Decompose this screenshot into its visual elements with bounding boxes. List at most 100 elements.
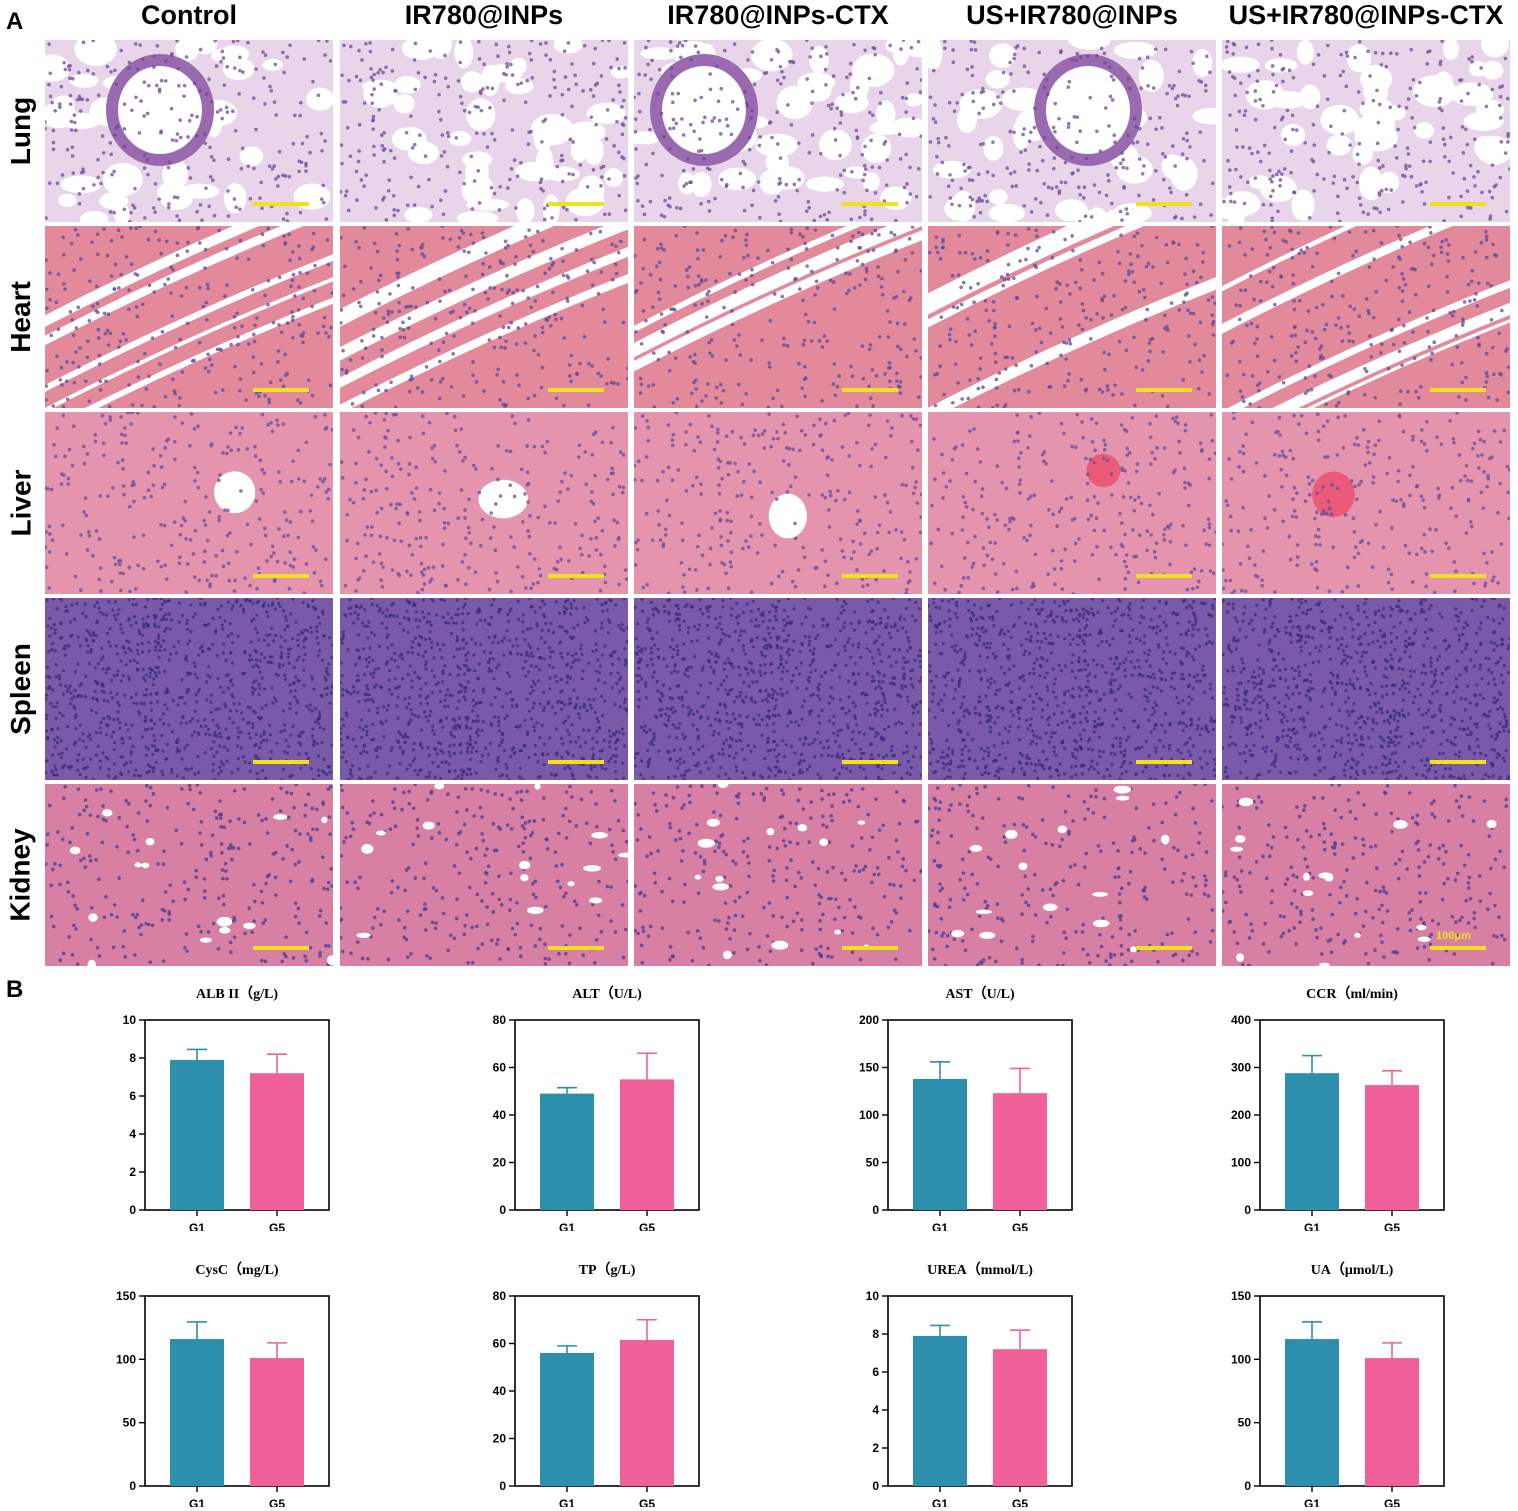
scale-bar xyxy=(842,388,898,392)
scale-bar xyxy=(548,946,604,950)
x-tick-label: G5 xyxy=(1384,1221,1400,1231)
y-tick-label: 40 xyxy=(493,1384,507,1398)
scale-bar xyxy=(842,946,898,950)
x-tick-label: G5 xyxy=(639,1221,655,1231)
histology-image-liver xyxy=(45,412,333,594)
scale-bar xyxy=(1136,388,1192,392)
y-tick-label: 4 xyxy=(129,1127,136,1141)
y-tick-label: 0 xyxy=(1244,1479,1251,1493)
bar-g1 xyxy=(170,1059,224,1210)
scale-bar xyxy=(253,574,309,578)
row-label: Heart xyxy=(5,281,36,353)
scale-bar xyxy=(842,202,898,206)
chart-title: ALT（U/L) xyxy=(572,986,642,1002)
column-header: US+IR780@INPs xyxy=(966,0,1178,30)
histology-image-lung xyxy=(928,40,1216,222)
histology-image-kidney xyxy=(634,784,922,966)
y-tick-label: 60 xyxy=(493,1061,507,1075)
histology-image-liver xyxy=(928,412,1216,594)
histology-image-spleen xyxy=(634,598,922,780)
histology-image-spleen xyxy=(45,598,333,780)
scale-bar xyxy=(1430,760,1486,764)
y-tick-label: 6 xyxy=(872,1365,879,1379)
y-tick-label: 6 xyxy=(129,1089,136,1103)
x-tick-label: G5 xyxy=(1012,1221,1028,1231)
x-tick-label: G5 xyxy=(639,1497,655,1507)
plot-frame xyxy=(1259,1295,1445,1487)
y-tick-label: 0 xyxy=(129,1479,136,1493)
histology-image-heart xyxy=(340,226,628,408)
y-tick-label: 10 xyxy=(123,1013,137,1027)
x-tick-label: G1 xyxy=(932,1497,948,1507)
row-label: Spleen xyxy=(5,643,36,735)
scale-bar xyxy=(1430,202,1486,206)
scale-bar xyxy=(1136,946,1192,950)
x-tick-label: G1 xyxy=(189,1497,205,1507)
bar-g5 xyxy=(993,1093,1047,1210)
plot-frame xyxy=(144,1295,330,1487)
y-tick-label: 200 xyxy=(859,1013,879,1027)
x-tick-label: G1 xyxy=(1304,1497,1320,1507)
histology-image-lung xyxy=(340,40,628,222)
y-tick-label: 40 xyxy=(493,1108,507,1122)
scale-bar xyxy=(253,946,309,950)
bar-g1 xyxy=(540,1093,594,1210)
bar-chart: UA（μmol/L) 0 50 100 150 G1 G5 xyxy=(1210,1252,1510,1507)
histology-image-liver xyxy=(1222,412,1510,594)
bar-chart: TP（g/L) 0 20 40 60 80 G1 G5 xyxy=(465,1252,765,1507)
x-tick-label: G1 xyxy=(932,1221,948,1231)
scale-bar xyxy=(1136,760,1192,764)
scale-bar xyxy=(253,760,309,764)
y-tick-label: 100 xyxy=(1231,1156,1251,1170)
histology-image-kidney xyxy=(928,784,1216,966)
y-tick-label: 20 xyxy=(493,1156,507,1170)
y-tick-label: 60 xyxy=(493,1337,507,1351)
y-tick-label: 80 xyxy=(493,1013,507,1027)
bar-g1 xyxy=(913,1078,967,1210)
row-label: Liver xyxy=(5,469,36,537)
scale-bar xyxy=(1430,388,1486,392)
scale-bar xyxy=(1136,574,1192,578)
histology-image-lung xyxy=(45,40,333,222)
x-tick-label: G1 xyxy=(189,1221,205,1231)
bar-g5 xyxy=(250,1073,304,1210)
bar-chart: ALT（U/L) 0 20 40 60 80 G1 G5 xyxy=(465,976,765,1231)
y-tick-label: 100 xyxy=(1231,1352,1251,1366)
panel-b-letter: B xyxy=(6,976,24,1003)
chart-title: AST（U/L) xyxy=(945,986,1015,1002)
histology-image-kidney xyxy=(45,784,333,966)
scale-bar-label: 100μm xyxy=(1436,930,1471,942)
bar-g5 xyxy=(993,1349,1047,1486)
x-tick-label: G1 xyxy=(559,1221,575,1231)
x-tick-label: G1 xyxy=(1304,1221,1320,1231)
y-tick-label: 400 xyxy=(1231,1013,1251,1027)
y-tick-label: 50 xyxy=(1238,1416,1252,1430)
bar-g5 xyxy=(1365,1358,1419,1486)
y-tick-label: 50 xyxy=(866,1156,880,1170)
scale-bar xyxy=(1430,574,1486,578)
y-tick-label: 0 xyxy=(872,1479,879,1493)
y-tick-label: 2 xyxy=(129,1165,136,1179)
y-tick-label: 0 xyxy=(499,1479,506,1493)
y-tick-label: 0 xyxy=(499,1203,506,1217)
histology-image-spleen xyxy=(340,598,628,780)
scale-bar xyxy=(548,388,604,392)
column-header: IR780@INPs xyxy=(404,0,564,30)
y-tick-label: 150 xyxy=(116,1289,136,1303)
column-header: US+IR780@INPs-CTX xyxy=(1228,0,1504,30)
bar-chart: ALB II（g/L) 0 2 4 6 8 10 G1 G5 xyxy=(95,976,395,1231)
scale-bar xyxy=(548,574,604,578)
x-tick-label: G5 xyxy=(269,1221,285,1231)
bar-g5 xyxy=(620,1339,674,1486)
bar-g1 xyxy=(1285,1339,1339,1486)
histology-image-lung xyxy=(1222,40,1510,222)
histology-image-spleen xyxy=(1222,598,1510,780)
histology-image-kidney: 100μm xyxy=(1222,784,1510,966)
x-tick-label: G5 xyxy=(269,1497,285,1507)
bar-g1 xyxy=(1285,1073,1339,1210)
histology-image-heart xyxy=(928,226,1216,408)
histology-image-heart xyxy=(45,226,333,408)
bar-g1 xyxy=(170,1339,224,1486)
scale-bar xyxy=(548,202,604,206)
y-tick-label: 10 xyxy=(866,1289,880,1303)
